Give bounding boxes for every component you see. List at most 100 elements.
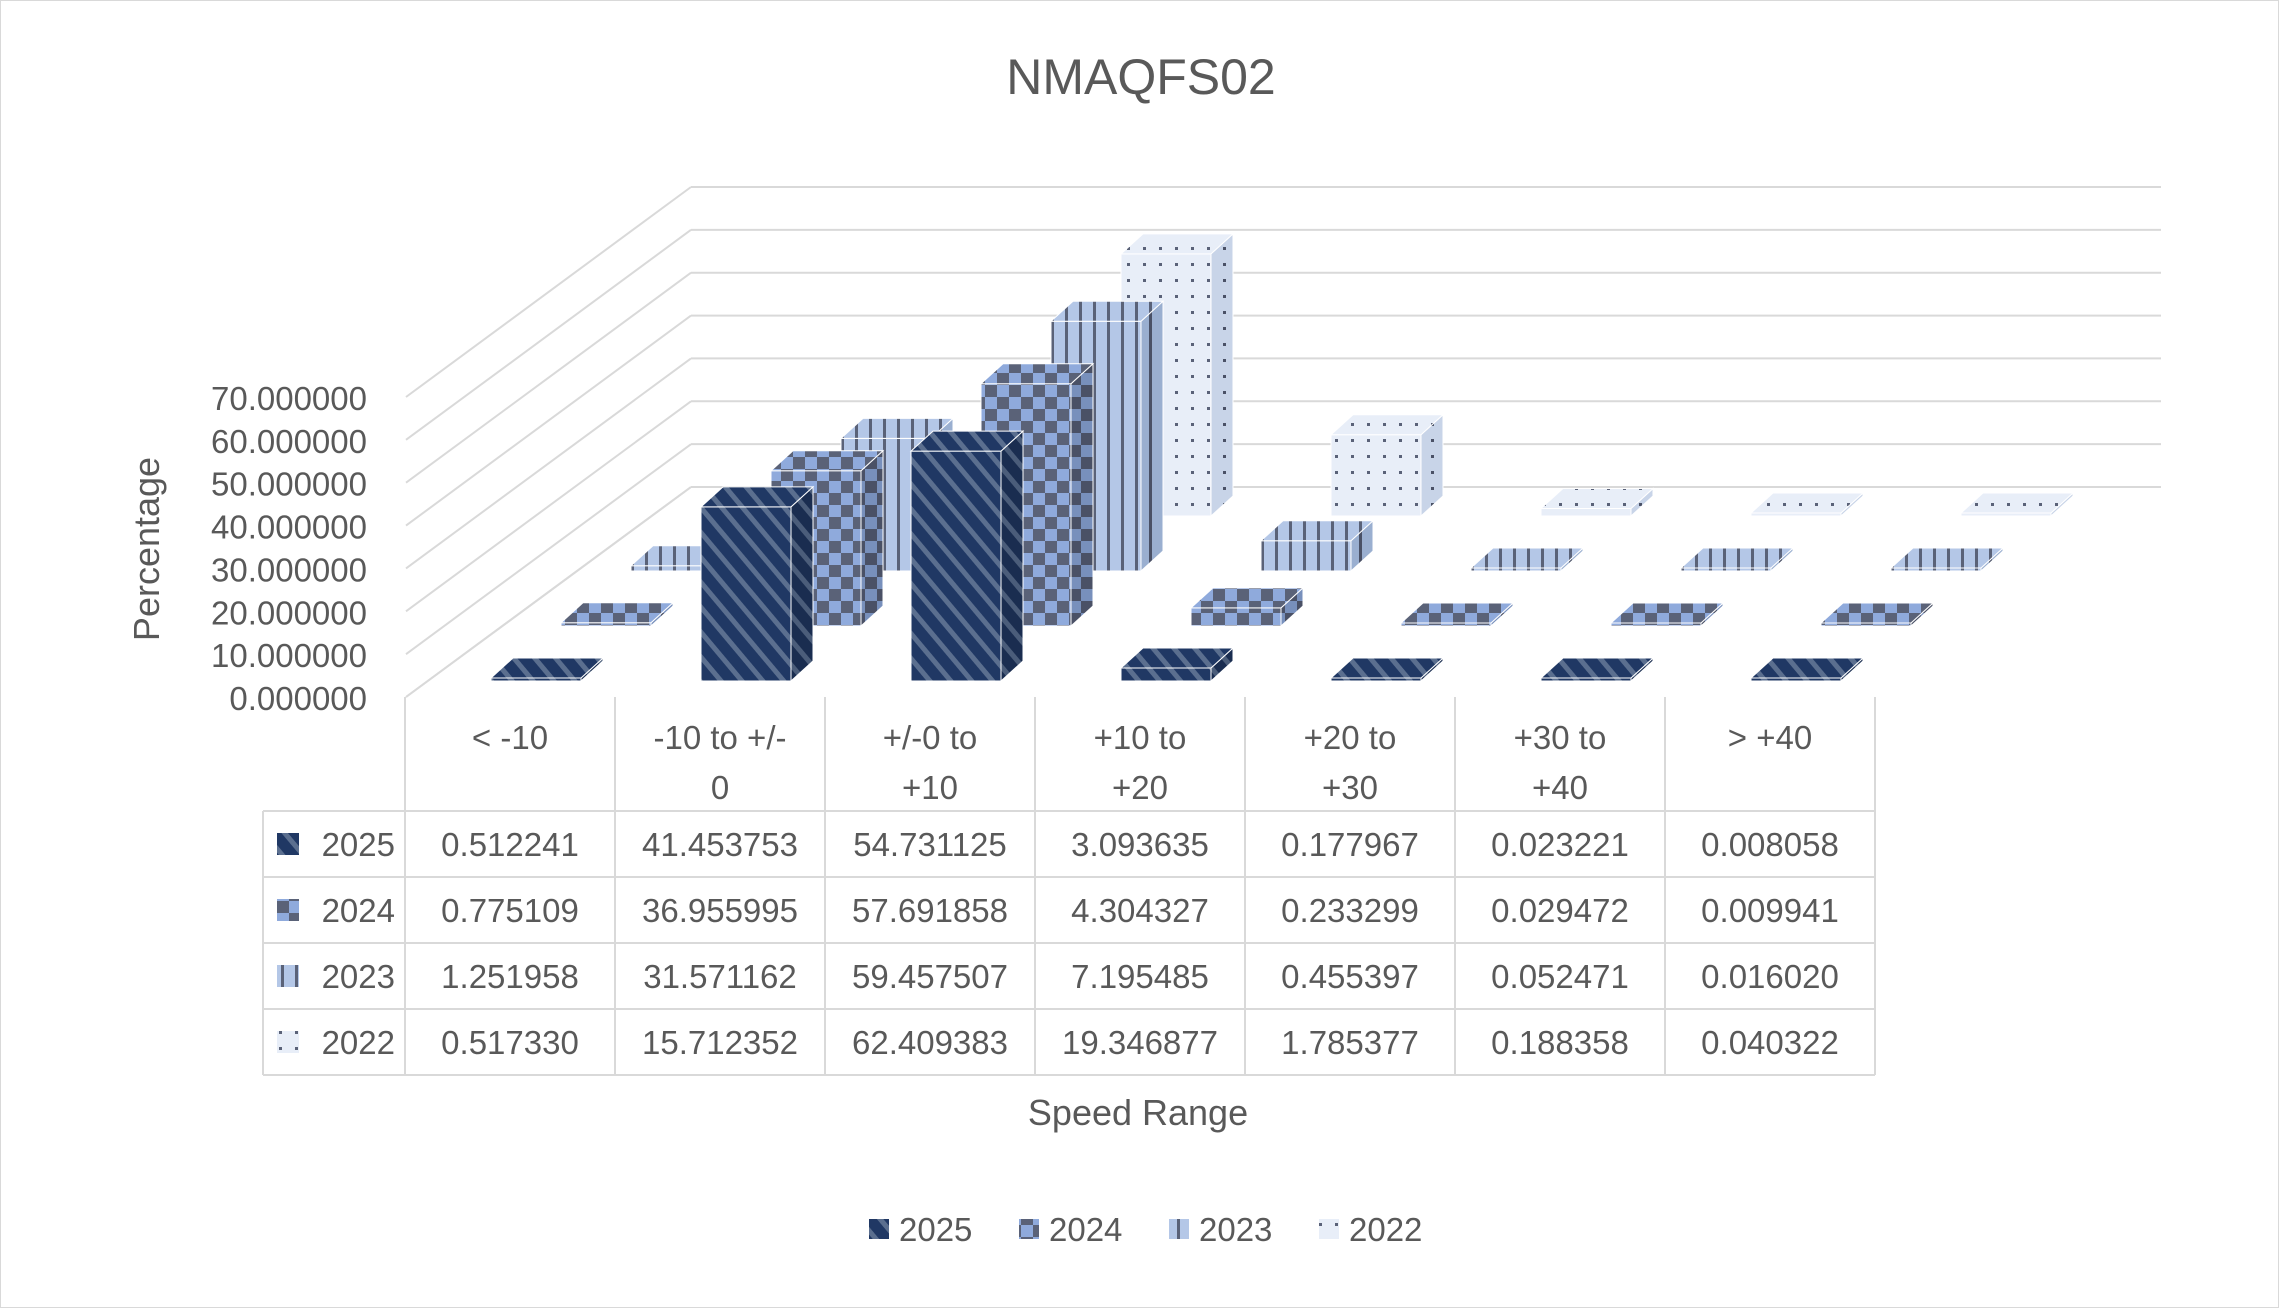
legend-label-2024: 2024 <box>1049 1211 1122 1248</box>
bar-front-face <box>910 450 1002 682</box>
table-cell: 0.009941 <box>1701 892 1839 929</box>
bar-top-face <box>979 363 1095 385</box>
bar-2025-6 <box>1749 656 1865 683</box>
bar-top-face <box>1399 602 1515 624</box>
bar-front-face <box>1190 607 1282 627</box>
bar-2023-5 <box>1679 546 1795 573</box>
table-cell: 15.712352 <box>642 1024 798 1061</box>
table-row-label: 2024 <box>322 892 395 929</box>
bar-2024-5 <box>1609 601 1725 628</box>
bar-2025-3 <box>1119 646 1235 683</box>
bar-front-face <box>1120 667 1212 682</box>
y-axis-title: Percentage <box>126 457 167 641</box>
bar-side-face <box>860 449 884 628</box>
bar-2023-4 <box>1469 546 1585 573</box>
table-key-swatch-2024 <box>277 899 299 921</box>
y-tick-label: 0.000000 <box>229 680 367 717</box>
gridline-side <box>405 271 692 484</box>
y-tick-label: 30.000000 <box>211 551 367 588</box>
bar-top-face <box>1609 602 1725 624</box>
table-cell: 1.251958 <box>441 958 579 995</box>
table-header-4: +20 to <box>1304 719 1397 756</box>
bar-top-face <box>1889 547 2005 569</box>
bar-2025-5 <box>1539 656 1655 683</box>
table-row-label: 2022 <box>322 1024 395 1061</box>
bar-front-face <box>1330 434 1422 517</box>
bar-top-face <box>1329 414 1445 436</box>
gridline-side <box>405 314 692 527</box>
table-row-label: 2023 <box>322 958 395 995</box>
table-cell: 36.955995 <box>642 892 798 929</box>
legend-swatch-2023 <box>1169 1219 1189 1239</box>
table-header-3: +20 <box>1112 769 1168 806</box>
bar-2022-5 <box>1749 491 1865 518</box>
table-cell: 0.188358 <box>1491 1024 1629 1061</box>
table-header-1: 0 <box>711 769 729 806</box>
table-cell: 31.571162 <box>643 958 797 995</box>
table-cell: 0.052471 <box>1491 958 1629 995</box>
table-cell: 62.409383 <box>852 1024 1008 1061</box>
table-key-swatch-2025 <box>277 833 299 855</box>
bar-side-face <box>1000 429 1024 683</box>
table-cell: 0.040322 <box>1701 1024 1839 1061</box>
table-cell: 0.016020 <box>1701 958 1839 995</box>
table-header-5: +30 to <box>1514 719 1607 756</box>
table-cell: 0.775109 <box>441 892 579 929</box>
table-header-0: < -10 <box>472 719 548 756</box>
table-cell: 3.093635 <box>1071 826 1209 863</box>
bar-top-face <box>1819 602 1935 624</box>
bar-top-face <box>1189 587 1305 609</box>
bar-top-face <box>1119 647 1235 669</box>
table-cell: 0.233299 <box>1281 892 1419 929</box>
y-tick-label: 20.000000 <box>211 594 367 631</box>
gridline-side <box>405 229 692 441</box>
table-key-swatch-2022 <box>277 1031 299 1053</box>
bar-2024-4 <box>1399 601 1515 628</box>
bar-top-face <box>1679 547 1795 569</box>
floor-edge <box>405 486 692 698</box>
data-table: < -10 -10 to +/- 0 +/-0 to +10 +10 to +20 +20 t… <box>262 697 1876 1076</box>
table-cell: 0.023221 <box>1491 826 1629 863</box>
bar-side-face <box>1070 362 1094 628</box>
bar-top-face <box>769 450 885 472</box>
table-cell: 54.731125 <box>853 826 1007 863</box>
bar-top-face <box>1469 547 1585 569</box>
bar-top-face <box>1959 492 2075 514</box>
bar-side-face <box>1210 232 1234 518</box>
gridline-side <box>405 186 692 398</box>
bar-side-face <box>790 485 814 683</box>
bar-front-face <box>1540 508 1632 517</box>
table-cell: 0.455397 <box>1281 958 1419 995</box>
bar-top-face <box>489 657 605 679</box>
x-axis-title: Speed Range <box>1028 1092 1248 1133</box>
table-row-label: 2025 <box>322 826 395 863</box>
bar-front-face <box>700 506 792 682</box>
bar-2024-0 <box>559 601 675 628</box>
bar-top-face <box>559 602 675 624</box>
bar-2022-4 <box>1539 487 1655 518</box>
table-header-5: +40 <box>1532 769 1588 806</box>
bar-front-face <box>1260 540 1352 572</box>
table-cell: 4.304327 <box>1071 892 1209 929</box>
bar-top-face <box>1539 488 1655 510</box>
legend: 2025 2024 2023 2022 <box>869 1211 1422 1248</box>
table-cell: 0.177967 <box>1281 826 1419 863</box>
table-header-1: -10 to +/- <box>654 719 787 756</box>
table-cell: 7.195485 <box>1071 958 1209 995</box>
bar-top-face <box>909 430 1025 452</box>
legend-label-2025: 2025 <box>899 1211 972 1248</box>
bars-layer <box>489 232 2075 683</box>
bar-2025-1 <box>699 485 815 683</box>
y-tick-label: 60.000000 <box>211 423 367 460</box>
chart-title: NMAQFS02 <box>1006 49 1276 105</box>
table-header-2: +10 <box>902 769 958 806</box>
table-header-2: +/-0 to <box>883 719 977 756</box>
bar-top-face <box>1119 233 1235 255</box>
bar-top-face <box>1539 657 1655 679</box>
table-cell: 19.346877 <box>1062 1024 1218 1061</box>
bar-2022-6 <box>1959 491 2075 518</box>
legend-swatch-2025 <box>869 1219 889 1239</box>
bar-2023-3 <box>1259 519 1375 573</box>
